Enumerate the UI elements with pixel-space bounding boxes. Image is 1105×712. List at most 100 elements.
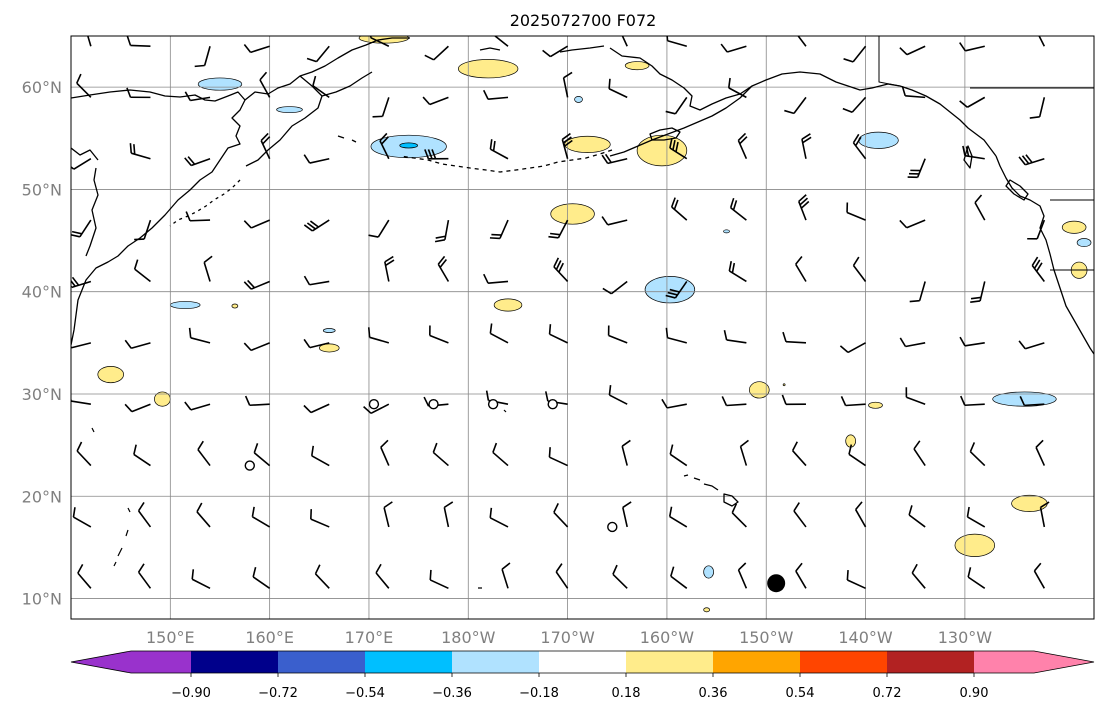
wind-barb: [137, 563, 152, 589]
coastline-alaska-west: [609, 47, 997, 157]
wind-barb: [621, 36, 628, 47]
colorbar-tick-label: −0.18: [519, 686, 559, 701]
longitude-labels: 150°E 160°E 170°E 180°W 170°W 160°W 150°W 140°W…: [146, 628, 992, 647]
colorbar-segment: [71, 651, 191, 673]
anomaly-patch-16: [954, 533, 996, 557]
wind-barb: [622, 501, 632, 528]
wind-barb: [501, 562, 511, 589]
wind-barb: [260, 132, 271, 160]
wind-barb: [669, 444, 688, 467]
wind-barb: [843, 45, 867, 63]
anomaly-patch-1: [457, 59, 519, 79]
anomaly-patch-7: [231, 303, 239, 309]
wind-barb: [737, 562, 748, 589]
wind-barb: [197, 440, 211, 467]
wind-barb: [1019, 396, 1045, 407]
wind-barb: [621, 439, 631, 466]
wind-barb: [911, 563, 926, 589]
anomaly-patch-23: [399, 142, 418, 149]
wind-barb: [303, 338, 330, 349]
wind-barb: [368, 219, 390, 238]
wind-barb: [795, 255, 807, 282]
wind-barb: [905, 387, 926, 405]
border-alaska-canada: [878, 36, 901, 87]
wind-barb: [251, 506, 271, 528]
wind-barb: [429, 569, 449, 590]
wind-barb: [798, 194, 810, 221]
wind-barb: [424, 149, 449, 160]
wind-barb: [854, 501, 867, 528]
wind-barb: [424, 45, 449, 61]
wind-barb: [784, 96, 807, 115]
coastline-anadyr-gulf: [321, 71, 373, 97]
wind-barb: [1027, 219, 1046, 240]
wind-barb: [797, 36, 807, 47]
calm-wind-circle: [428, 399, 439, 410]
anomaly-patch-9: [97, 366, 124, 384]
wind-barb: [561, 132, 573, 159]
wind-barb: [483, 273, 509, 284]
colorbar-tick-label: 0.72: [873, 686, 902, 701]
wind-barb: [970, 281, 986, 304]
wind-barb: [721, 396, 747, 407]
colorbar-segment: [713, 651, 800, 673]
wind-barb: [848, 444, 867, 467]
gridlines: [71, 36, 1094, 619]
wind-barb: [126, 36, 151, 48]
calm-wind-circle: [368, 399, 380, 410]
wind-barb: [312, 75, 330, 99]
wind-barb: [846, 202, 866, 221]
anomaly-patch-31: [703, 565, 714, 579]
colorbar-outline: [70, 650, 1095, 674]
wind-barb: [669, 138, 688, 160]
coastline-anadyr: [245, 75, 323, 167]
colorbar-tick-label: 0.36: [699, 686, 728, 701]
wind-barb: [974, 194, 986, 221]
wind-barb: [303, 219, 330, 232]
anomaly-patch-29: [322, 328, 336, 333]
wind-barb: [727, 77, 747, 99]
colorbar-labels: −0.90 −0.72 −0.54 −0.36 −0.18 0.18 0.36 0.54 0.7…: [171, 673, 988, 701]
wind-barb: [76, 441, 92, 467]
wind-barb: [243, 44, 270, 54]
wind-barb: [493, 36, 509, 47]
wind-barb: [612, 564, 628, 589]
wind-barb: [434, 219, 450, 243]
wind-barb: [782, 331, 807, 344]
wind-barb: [71, 158, 92, 170]
wind-barb: [303, 275, 330, 286]
wind-barb: [492, 442, 509, 467]
wind-barb: [314, 564, 330, 589]
wind-barb: [666, 36, 688, 47]
wind-barb: [184, 156, 211, 167]
wind-barb: [739, 439, 749, 466]
lon-tick-label: 180°W: [441, 628, 496, 647]
calm-circles: [244, 399, 618, 533]
wind-barb: [196, 502, 211, 528]
wind-barb: [668, 506, 688, 528]
anomaly-patch-12: [782, 383, 786, 387]
colorbar-tick-label: −0.72: [258, 686, 298, 701]
wind-barb: [542, 45, 569, 58]
wind-barb: [489, 323, 509, 344]
wind-barb: [367, 327, 390, 344]
wind-barb: [77, 563, 92, 589]
wind-barb: [728, 261, 747, 283]
map-background: [71, 36, 1094, 619]
wind-barb: [608, 78, 628, 99]
coastline-norton: [559, 45, 605, 53]
wind-barb: [723, 329, 747, 344]
wind-barb: [899, 219, 926, 229]
lon-tick-label: 160°W: [640, 628, 695, 647]
anomaly-patch-32: [1076, 238, 1092, 248]
wind-barb: [801, 133, 812, 159]
coastline-alaska-peninsula: [609, 85, 753, 157]
anomaly-patch-20: [197, 77, 243, 91]
wind-barb: [194, 46, 211, 68]
wind-barb: [737, 132, 748, 160]
lat-tick-label: 40°N: [22, 283, 62, 302]
wind-barb: [840, 396, 866, 407]
wind-barb: [909, 281, 926, 303]
wind-barb: [553, 257, 569, 283]
coastline-okhotsk: [71, 147, 99, 161]
